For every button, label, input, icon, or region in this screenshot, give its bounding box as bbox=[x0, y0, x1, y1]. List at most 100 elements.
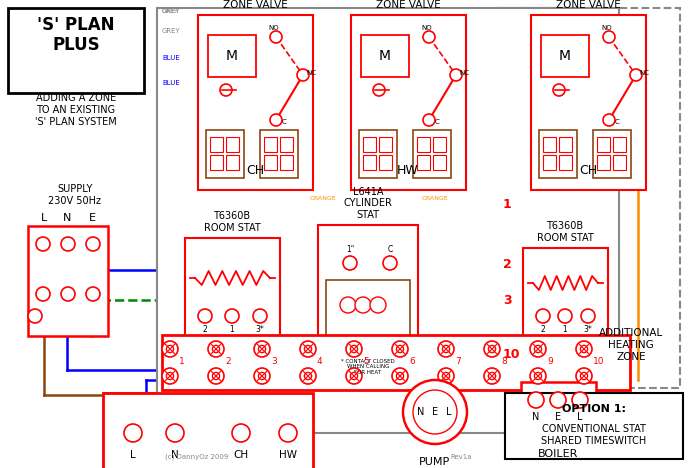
Circle shape bbox=[572, 392, 588, 408]
Bar bbox=[280, 155, 293, 170]
Circle shape bbox=[304, 373, 312, 380]
Circle shape bbox=[536, 309, 550, 323]
Bar bbox=[521, 382, 596, 442]
Circle shape bbox=[270, 114, 282, 126]
Text: ORANGE: ORANGE bbox=[310, 196, 337, 200]
Bar bbox=[379, 137, 392, 152]
Text: PUMP: PUMP bbox=[420, 457, 451, 467]
Circle shape bbox=[124, 424, 142, 442]
Text: N: N bbox=[532, 412, 540, 422]
Circle shape bbox=[403, 380, 467, 444]
Circle shape bbox=[343, 256, 357, 270]
Text: 10: 10 bbox=[503, 349, 520, 361]
Text: HW: HW bbox=[397, 163, 419, 176]
Circle shape bbox=[534, 373, 542, 380]
Circle shape bbox=[396, 345, 404, 352]
Text: * CONTACT CLOSED
WHEN CALLING
FOR HEAT: * CONTACT CLOSED WHEN CALLING FOR HEAT bbox=[341, 358, 395, 375]
Circle shape bbox=[558, 309, 572, 323]
Bar bbox=[210, 137, 223, 152]
Circle shape bbox=[392, 368, 408, 384]
Text: BLUE: BLUE bbox=[162, 80, 180, 86]
Circle shape bbox=[530, 341, 546, 357]
Text: NO: NO bbox=[268, 25, 279, 31]
Circle shape bbox=[580, 373, 588, 380]
Circle shape bbox=[220, 84, 232, 96]
Text: NC: NC bbox=[639, 70, 649, 76]
Text: ADDITIONAL
HEATING
ZONE: ADDITIONAL HEATING ZONE bbox=[599, 329, 663, 362]
Text: BLUE: BLUE bbox=[162, 55, 180, 61]
Text: L641A
CYLINDER
STAT: L641A CYLINDER STAT bbox=[344, 187, 393, 220]
Text: 6: 6 bbox=[409, 358, 415, 366]
Text: 3: 3 bbox=[503, 293, 511, 307]
Text: 3*: 3* bbox=[584, 326, 593, 335]
Text: 1: 1 bbox=[503, 198, 512, 212]
Bar bbox=[326, 280, 410, 360]
Bar bbox=[593, 130, 631, 178]
Bar bbox=[318, 225, 418, 385]
Circle shape bbox=[213, 373, 219, 380]
Bar bbox=[531, 15, 646, 190]
Bar bbox=[523, 248, 608, 338]
Text: C: C bbox=[615, 119, 620, 125]
Circle shape bbox=[279, 424, 297, 442]
Circle shape bbox=[489, 373, 495, 380]
Circle shape bbox=[603, 31, 615, 43]
Text: CH: CH bbox=[233, 450, 248, 460]
Circle shape bbox=[254, 368, 270, 384]
Circle shape bbox=[297, 69, 309, 81]
Bar bbox=[363, 155, 376, 170]
Text: C: C bbox=[387, 246, 393, 255]
Bar bbox=[361, 35, 409, 77]
Text: L: L bbox=[130, 450, 136, 460]
Circle shape bbox=[270, 31, 282, 43]
Text: N: N bbox=[63, 213, 71, 223]
Text: 1: 1 bbox=[179, 358, 185, 366]
Circle shape bbox=[581, 309, 595, 323]
Text: (c) DannyOz 2009: (c) DannyOz 2009 bbox=[165, 453, 228, 460]
Circle shape bbox=[355, 297, 371, 313]
Bar bbox=[541, 35, 589, 77]
Circle shape bbox=[423, 31, 435, 43]
Circle shape bbox=[450, 69, 462, 81]
Text: NC: NC bbox=[306, 70, 316, 76]
Circle shape bbox=[225, 309, 239, 323]
Bar bbox=[280, 137, 293, 152]
Bar bbox=[264, 137, 277, 152]
Text: 2: 2 bbox=[503, 258, 512, 271]
Text: GREY: GREY bbox=[162, 8, 181, 14]
Circle shape bbox=[232, 424, 250, 442]
Bar bbox=[498, 8, 680, 388]
Circle shape bbox=[351, 373, 357, 380]
Text: 4: 4 bbox=[317, 358, 323, 366]
Text: Rev1a: Rev1a bbox=[450, 454, 471, 460]
Circle shape bbox=[489, 345, 495, 352]
Bar bbox=[417, 137, 430, 152]
Text: C: C bbox=[282, 119, 286, 125]
Text: N: N bbox=[417, 407, 424, 417]
Text: L: L bbox=[41, 213, 47, 223]
Circle shape bbox=[528, 392, 544, 408]
Text: L: L bbox=[578, 412, 583, 422]
Circle shape bbox=[484, 368, 500, 384]
Bar bbox=[162, 335, 630, 390]
Bar bbox=[103, 393, 313, 468]
Text: 1": 1" bbox=[346, 246, 354, 255]
Bar bbox=[260, 130, 298, 178]
Bar bbox=[433, 137, 446, 152]
Text: 'S' PLAN
PLUS: 'S' PLAN PLUS bbox=[37, 15, 115, 54]
Circle shape bbox=[630, 69, 642, 81]
Circle shape bbox=[258, 345, 266, 352]
Bar bbox=[559, 137, 572, 152]
Bar bbox=[226, 137, 239, 152]
Bar bbox=[226, 155, 239, 170]
Circle shape bbox=[383, 256, 397, 270]
Text: CONVENTIONAL STAT
SHARED TIMESWITCH: CONVENTIONAL STAT SHARED TIMESWITCH bbox=[542, 424, 647, 446]
Text: CH: CH bbox=[579, 163, 597, 176]
Circle shape bbox=[413, 390, 457, 434]
Circle shape bbox=[208, 368, 224, 384]
Text: E: E bbox=[432, 407, 438, 417]
Text: 2: 2 bbox=[225, 358, 230, 366]
Circle shape bbox=[442, 345, 450, 352]
Bar bbox=[559, 155, 572, 170]
Bar bbox=[613, 155, 626, 170]
